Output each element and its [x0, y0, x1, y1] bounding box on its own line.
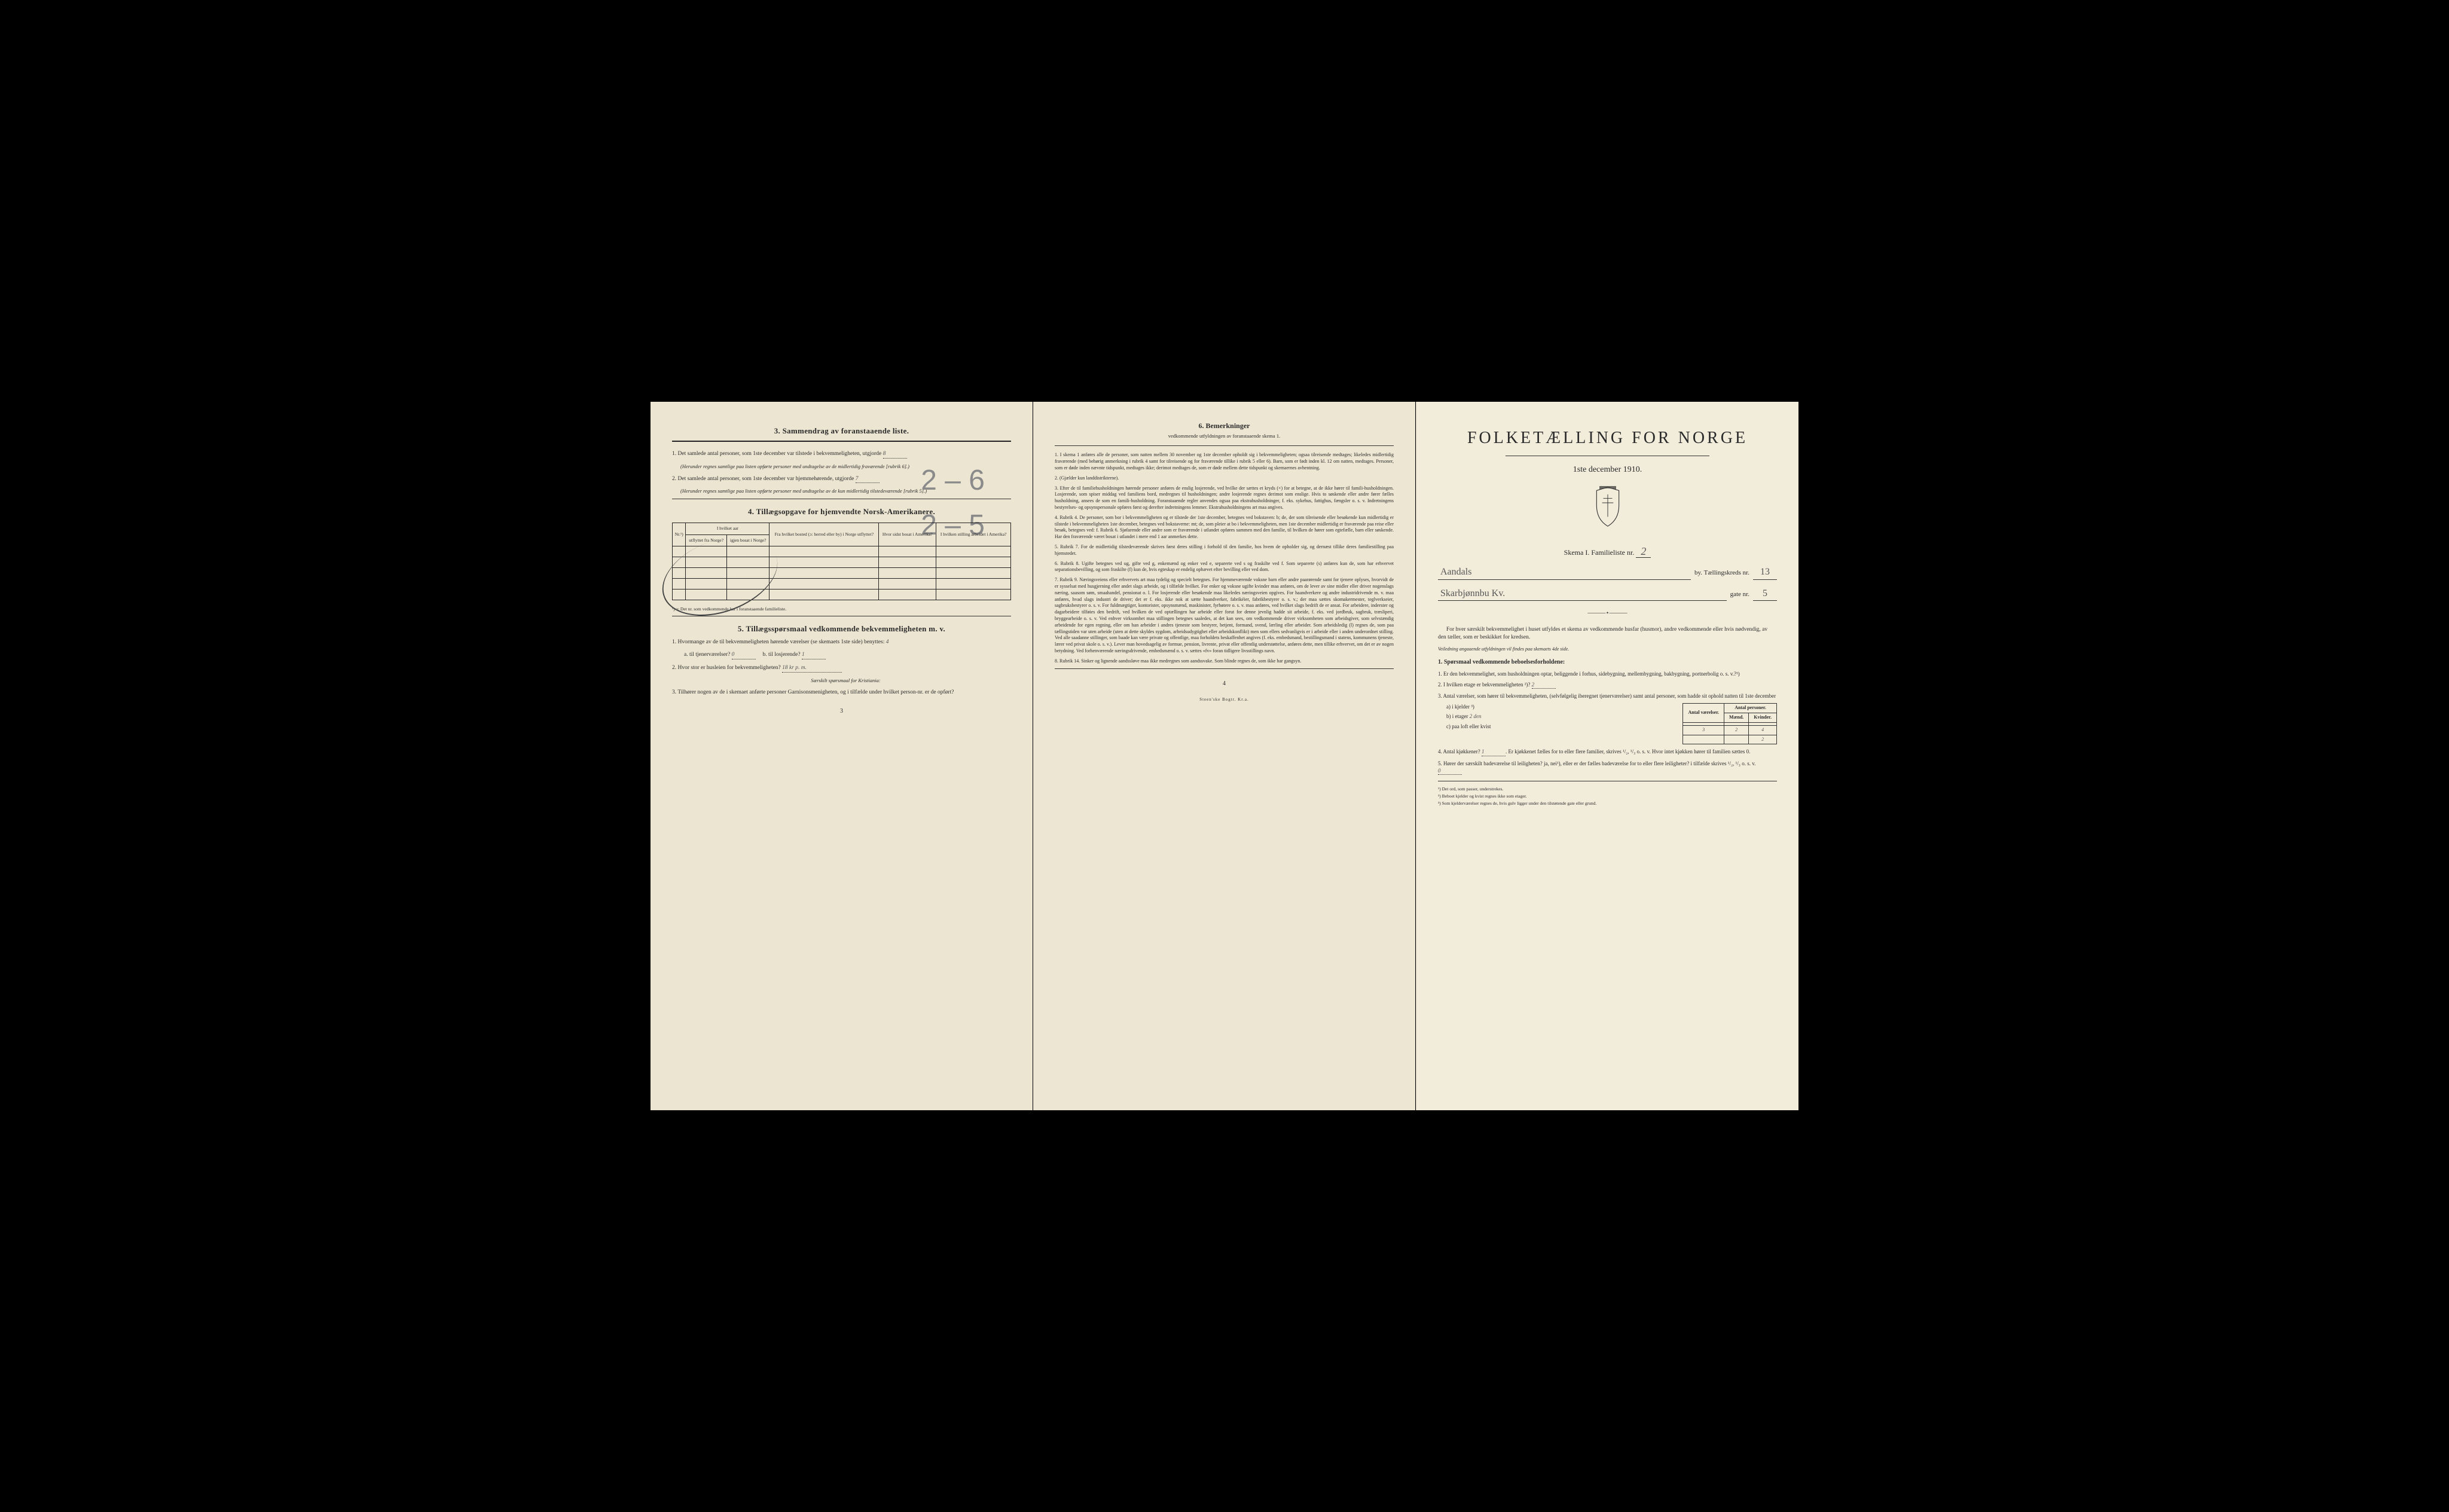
- q4: 4. Antal kjøkkener? 1. Er kjøkkenet fæll…: [1438, 748, 1777, 756]
- veiledning: Veiledning angaaende utfyldningen vil fi…: [1438, 646, 1777, 653]
- th-maend: Mænd.: [1724, 713, 1749, 723]
- q1: 1. Er den bekvemmelighet, som husholdnin…: [1438, 670, 1777, 677]
- gate-line: Skarbjønnbu Kv. gate nr. 5: [1438, 587, 1777, 601]
- s5-q1a-val: 0: [732, 651, 756, 659]
- s5-q1-val: 4: [886, 639, 889, 645]
- rule: [672, 441, 1011, 442]
- s5-q2-val: 18 kr p. m.: [782, 664, 842, 673]
- q5: 5. Hører der særskilt badeværelse til le…: [1438, 760, 1777, 775]
- footnote-3: ³) Som kjelderværelser regnes de, hvis g…: [1438, 801, 1777, 807]
- bem-8: 8. Rubrik 14. Sinker og lignende aandssl…: [1055, 658, 1394, 665]
- s3-item1-text: 1. Det samlede antal personer, som 1ste …: [672, 451, 881, 457]
- th-personer: Antal personer.: [1724, 704, 1777, 713]
- footnote-2: ²) Beboet kjelder og kvist regnes ikke s…: [1438, 793, 1777, 799]
- q4-text: 4. Antal kjøkkener?: [1438, 749, 1480, 755]
- coat-of-arms: [1438, 486, 1777, 531]
- th-sidst: Hvor sidst bosat i Amerika?: [879, 523, 936, 546]
- bem-7: 7. Rubrik 9. Næringsveiens eller erhverv…: [1055, 577, 1394, 655]
- s5-q1: 1. Hvormange av de til bekvemmeligheten …: [672, 639, 1011, 646]
- q2: 2. I hvilken etage er bekvemmeligheten ²…: [1438, 681, 1777, 689]
- th-nr: Nr.¹): [673, 523, 686, 546]
- instructions-para: For hver særskilt bekvemmelighet i huset…: [1438, 626, 1777, 642]
- kreds-value: 13: [1753, 566, 1777, 580]
- th-bosted: Fra hvilket bosted (ɔ: herred eller by) …: [769, 523, 879, 546]
- page-number-3: 3: [672, 707, 1011, 716]
- q5-val: 0: [1438, 767, 1462, 775]
- q5-text: 5. Hører der særskilt badeværelse til le…: [1438, 760, 1755, 766]
- s5-q2: 2. Hvor stor er husleien for bekvemmelig…: [672, 664, 1011, 673]
- q4-val: 1: [1482, 748, 1506, 756]
- section-5-title: 5. Tillægsspørsmaal vedkommende bekvemme…: [672, 624, 1011, 634]
- s5-q2-text: 2. Hvor stor er husleien for bekvemmelig…: [672, 665, 781, 671]
- questions-title: 1. Spørsmaal vedkommende beboelsesforhol…: [1438, 658, 1777, 667]
- s3-item1: 1. Det samlede antal personer, som 1ste …: [672, 450, 1011, 459]
- q2-text: 2. I hvilken etage er bekvemmeligheten ²…: [1438, 682, 1530, 688]
- gate-label: gate nr.: [1730, 590, 1749, 599]
- main-title: FOLKETÆLLING FOR NORGE: [1438, 427, 1777, 450]
- bem-6: 6. Rubrik 8. Ugifte betegnes ved ug, gif…: [1055, 561, 1394, 574]
- bem-5: 5. Rubrik 7. For de midlertidig tilstede…: [1055, 544, 1394, 557]
- q3: 3. Antal værelser, som hører til bekvemm…: [1438, 692, 1777, 700]
- section-4-table-wrap: Nr.¹) I hvilket aar Fra hvilket bosted (…: [672, 523, 1011, 600]
- row-c-women: 2: [1749, 735, 1777, 744]
- row-b-men: 2: [1724, 725, 1749, 735]
- q2-val: 2: [1532, 681, 1556, 689]
- q4-rest: Er kjøkkenet fælles for to eller flere f…: [1508, 749, 1750, 755]
- section-6-subtitle: vedkommende utfyldningen av foranstaaend…: [1055, 433, 1394, 439]
- skema-value: 2: [1636, 545, 1651, 558]
- footnotes: ¹) Det ord, som passer, understrekes. ²)…: [1438, 781, 1777, 807]
- bem-3: 3. Efter de til familiehusholdningen hør…: [1055, 485, 1394, 511]
- document-spread: 3. Sammendrag av foranstaaende liste. 1.…: [651, 402, 1798, 1110]
- s3-item2-text: 2. Det samlede antal personer, som 1ste …: [672, 476, 854, 482]
- row-b-rooms: 3: [1683, 725, 1724, 735]
- bem-1: 1. I skema 1 anføres alle de personer, s…: [1055, 452, 1394, 471]
- row-b-text: b) i etager: [1446, 713, 1468, 719]
- th-stilling: I hvilken stilling arbeidet i Amerika?: [936, 523, 1011, 546]
- s5-q1a-text: a. til tjenerværelser?: [684, 652, 730, 658]
- rooms-table: Antal værelser. Antal personer. Mænd. Kv…: [1682, 703, 1777, 744]
- census-date: 1ste december 1910.: [1438, 465, 1777, 476]
- by-label: by. Tællingskreds nr.: [1694, 569, 1749, 578]
- imprint: Steen'ske Bogtr. Kr.a.: [1055, 697, 1394, 702]
- bem-2: 2. (Gjælder kun landdistrikterne).: [1055, 475, 1394, 482]
- page-4: 6. Bemerkninger vedkommende utfyldningen…: [1033, 402, 1415, 1110]
- table-row-c: 2: [1683, 735, 1777, 744]
- section-6-title: 6. Bemerkninger: [1055, 421, 1394, 430]
- th-aar: I hvilket aar: [686, 523, 769, 534]
- by-name: Aandals: [1438, 566, 1691, 580]
- gate-name: Skarbjønnbu Kv.: [1438, 587, 1727, 601]
- s5-q1b-val: 1: [802, 651, 826, 659]
- skema-label: Skema I. Familieliste nr.: [1564, 548, 1635, 557]
- rule: [1055, 668, 1394, 669]
- skema-line: Skema I. Familieliste nr. 2: [1438, 544, 1777, 558]
- divider-ornament: ―――⋆―――: [1438, 609, 1777, 618]
- th-vaerelser: Antal værelser.: [1683, 704, 1724, 723]
- s3-item1-val: 8: [883, 450, 907, 459]
- s3-item2-val: 7: [856, 475, 880, 484]
- gate-value: 5: [1753, 587, 1777, 601]
- row-b-note: 2 den: [1470, 713, 1482, 719]
- page-3: 3. Sammendrag av foranstaaende liste. 1.…: [651, 402, 1033, 1110]
- s5-q1ab: a. til tjenerværelser? 0 b. til losjeren…: [684, 651, 1011, 659]
- pencil-annotation-1: 2 – 6: [921, 462, 985, 500]
- bem-4: 4. Rubrik 4. De personer, som bor i bekv…: [1055, 515, 1394, 540]
- row-b-women: 4: [1749, 725, 1777, 735]
- rule: [1055, 445, 1394, 446]
- s5-q3: 3. Tilhører nogen av de i skemaet anført…: [672, 689, 1011, 697]
- page-cover: FOLKETÆLLING FOR NORGE 1ste december 191…: [1416, 402, 1798, 1110]
- footnote-1: ¹) Det ord, som passer, understrekes.: [1438, 786, 1777, 792]
- s5-q1-text: 1. Hvormange av de til bekvemmeligheten …: [672, 639, 884, 645]
- section-3-title: 3. Sammendrag av foranstaaende liste.: [672, 426, 1011, 436]
- by-line: Aandals by. Tællingskreds nr. 13: [1438, 566, 1777, 580]
- crest-icon: [1591, 486, 1624, 528]
- table-row-b: 3 2 4: [1683, 725, 1777, 735]
- page-number-4: 4: [1055, 680, 1394, 688]
- s5-q1b-text: b. til losjerende?: [763, 652, 801, 658]
- s5-q2-note: Særskilt spørsmaal for Kristiania:: [680, 677, 1011, 684]
- th-kvinder: Kvinder.: [1749, 713, 1777, 723]
